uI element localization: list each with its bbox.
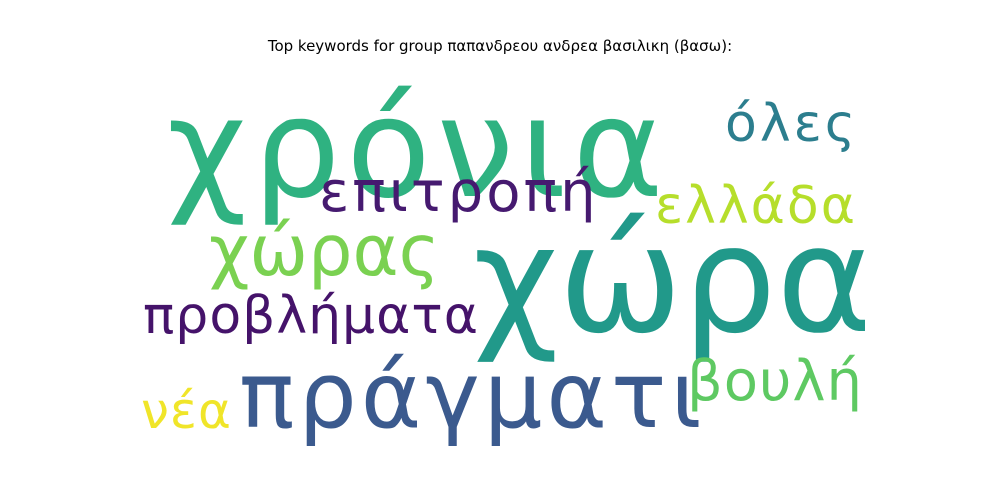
word-choras: χώρας: [209, 210, 440, 292]
word-chronia: χρόνια: [167, 68, 670, 229]
word-cloud: χρόνια όλες επιτροπή ελλάδα χώρας χώρα π…: [135, 58, 865, 468]
word-epitropi: επιτροπή: [319, 160, 599, 225]
word-nea: νέα: [141, 382, 232, 440]
word-provlimata: προβλήματα: [143, 286, 479, 346]
word-chora: χώρα: [473, 194, 865, 366]
figure-title: Top keywords for group παπανδρεου ανδρεα…: [267, 37, 733, 55]
word-oles: όλες: [725, 94, 859, 154]
word-ellada: ελλάδα: [655, 176, 858, 236]
word-vouli: βουλή: [687, 349, 864, 414]
word-pragmati: πράγματι: [239, 342, 706, 449]
